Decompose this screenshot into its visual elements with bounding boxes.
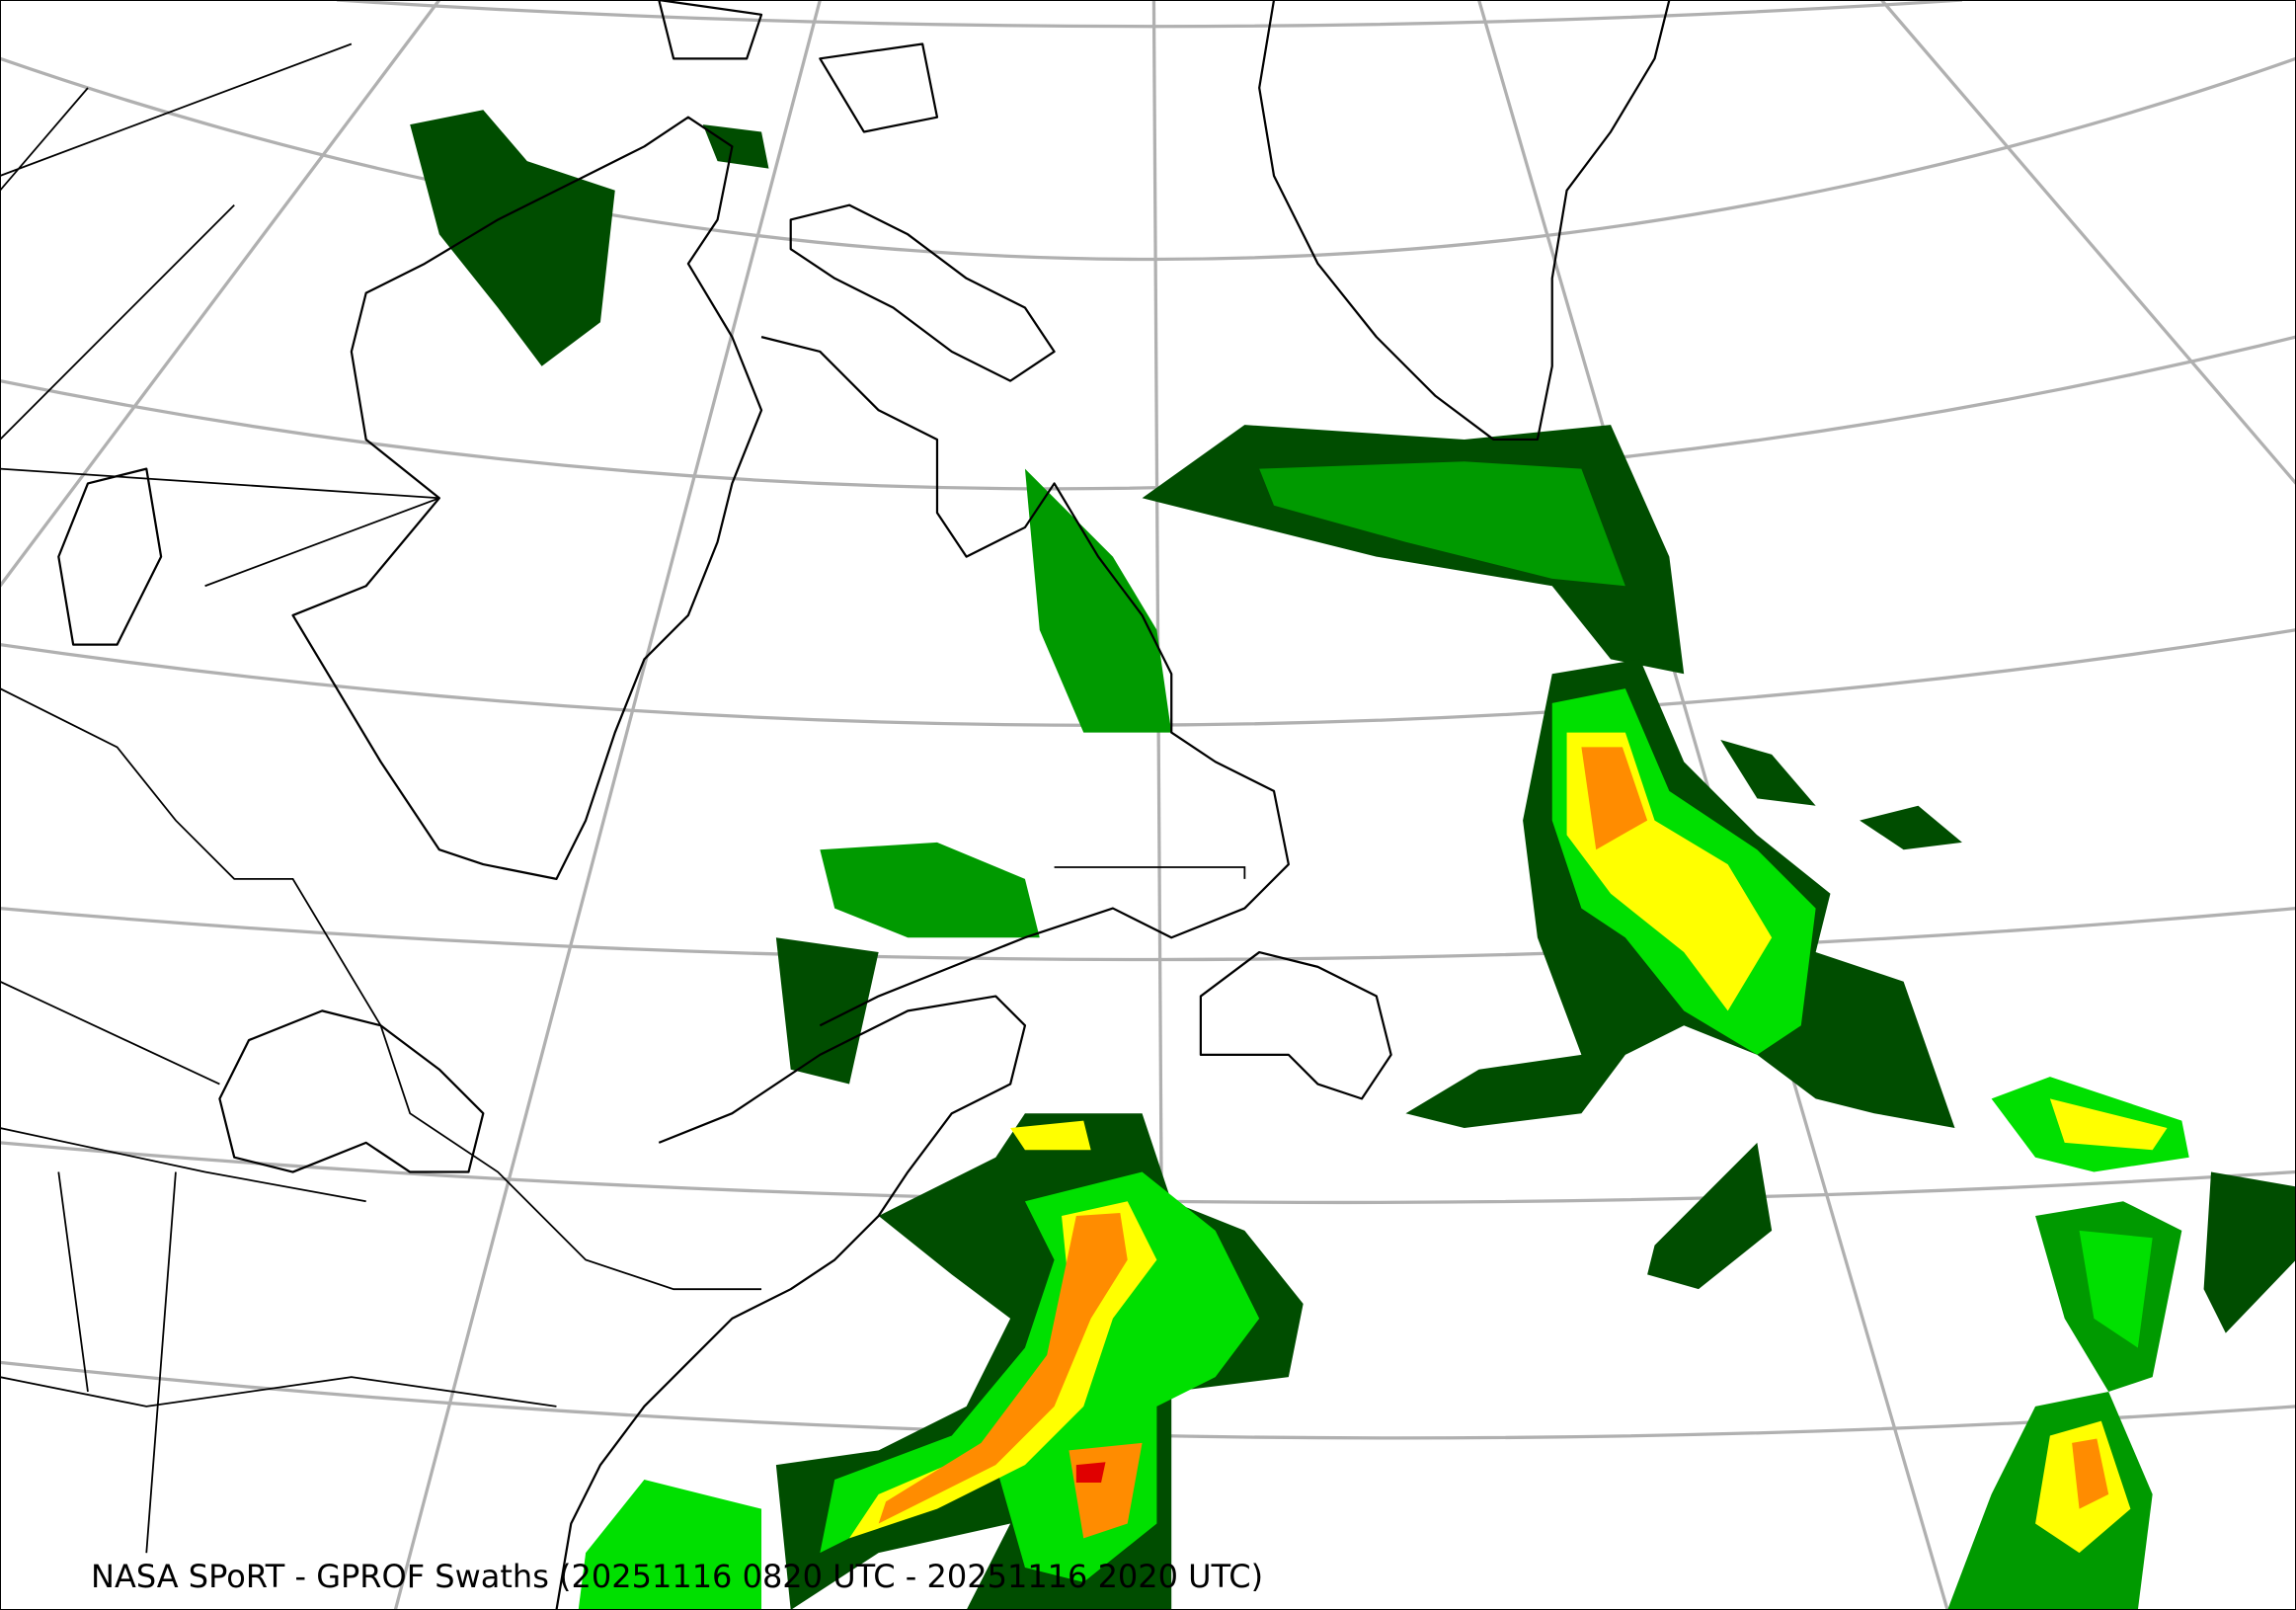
- precip-area: [1259, 461, 1625, 587]
- coastline-arctic-islands: [57, 0, 939, 646]
- coastline-great-lakes: [218, 1009, 485, 1173]
- coastline-st-lawrence: [555, 995, 1027, 1610]
- latitude-line: [0, 56, 2296, 262]
- precip-area: [1010, 1120, 1091, 1151]
- coastline-baffin: [789, 203, 1056, 382]
- longitude-line: [393, 0, 822, 1610]
- precip-area: [820, 842, 1040, 938]
- precip-area: [1860, 805, 1962, 850]
- longitude-line: [1880, 0, 2296, 485]
- longitude-line: [0, 0, 441, 588]
- latitude-line: [0, 335, 2296, 491]
- precip-area: [578, 1479, 762, 1610]
- precip-area: [702, 124, 769, 169]
- precip-area: [775, 937, 879, 1085]
- precip-area: [410, 110, 615, 366]
- precip-area: [2072, 1438, 2109, 1509]
- precipitation-swaths: [410, 110, 2296, 1610]
- precip-area: [1024, 468, 1172, 733]
- latitude-line: [336, 0, 1963, 29]
- map-caption: NASA SPoRT - GPROF Swaths (20251116 0820…: [91, 1558, 1264, 1595]
- border: [0, 467, 557, 1554]
- precip-area: [1075, 1462, 1106, 1483]
- coastline-newfoundland: [1199, 950, 1392, 1100]
- precip-area: [1581, 747, 1648, 850]
- coastline-greenland: [1258, 0, 1671, 442]
- border: [1054, 866, 1246, 879]
- precip-area: [2203, 1171, 2296, 1333]
- precip-area: [2079, 1230, 2153, 1348]
- precip-area: [2049, 1098, 2168, 1151]
- border: [0, 687, 762, 1291]
- border: [0, 42, 353, 441]
- coastline-hudson-bay: [291, 116, 763, 881]
- precip-area: [1720, 739, 1816, 806]
- coastlines: [57, 0, 1671, 1610]
- coastline-labrador: [760, 336, 1290, 1027]
- precip-area: [1647, 1142, 1773, 1290]
- political-borders: [0, 42, 1246, 1554]
- precip-area: [878, 1213, 1128, 1524]
- latitude-line: [0, 906, 2296, 962]
